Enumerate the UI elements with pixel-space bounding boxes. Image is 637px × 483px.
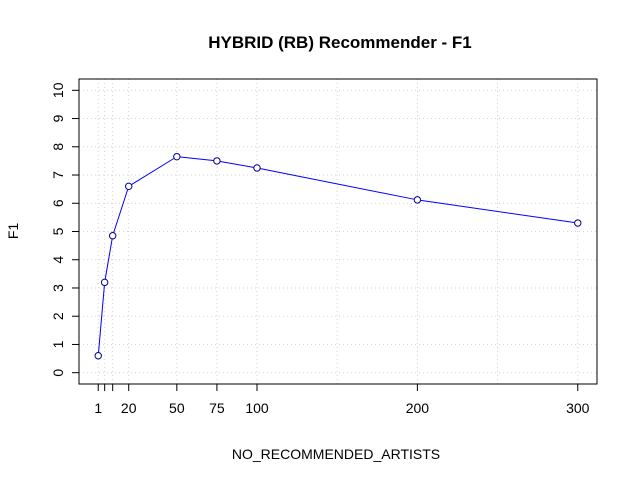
data-point (94, 352, 102, 360)
data-point (574, 219, 582, 227)
axes: 1 20 50 75 100 200 300 0 1 2 3 4 5 6 7 8 9 10 (50, 78, 598, 416)
data-point (125, 182, 133, 191)
series (94, 152, 582, 360)
x-tick-label: 100 (245, 400, 269, 416)
y-tick-label: 4 (50, 256, 66, 264)
y-tick-label: 1 (50, 340, 66, 348)
x-tick-label: 300 (566, 400, 590, 416)
series-line-segment (131, 158, 175, 185)
chart-title: HYBRID (RB) Recommender - F1 (208, 33, 472, 52)
y-tick-label: 10 (50, 82, 66, 98)
data-point (100, 278, 109, 287)
data-point (173, 152, 181, 161)
x-tick-label: 200 (406, 400, 430, 416)
x-tick-label: 50 (169, 400, 185, 416)
y-axis-label: F1 (5, 223, 21, 240)
data-point (413, 196, 422, 204)
y-tick-label: 7 (50, 171, 66, 179)
y-tick-label: 9 (50, 114, 66, 122)
series-line-segment (180, 156, 214, 162)
data-point (108, 232, 117, 240)
y-tick-label: 2 (50, 312, 66, 320)
grid (79, 79, 597, 384)
series-line-segment (220, 161, 254, 168)
series-line-segment (420, 199, 575, 224)
series-line-segment (113, 189, 129, 233)
x-axis-label: NO_RECOMMENDED_ARTISTS (232, 446, 440, 462)
y-tick-label: 5 (50, 227, 66, 235)
x-tick-label: 20 (121, 400, 137, 416)
series-line-segment (104, 239, 113, 279)
y-tick-label: 8 (50, 143, 66, 151)
y-tick-label: 0 (50, 369, 66, 377)
data-point (253, 164, 261, 172)
y-tick-label: 6 (50, 199, 66, 207)
data-point (213, 157, 221, 165)
x-tick-label: 1 (94, 400, 102, 416)
series-line-segment (260, 168, 415, 200)
y-tick-label: 3 (50, 284, 66, 292)
x-tick-label: 75 (209, 400, 225, 416)
series-line-segment (98, 285, 105, 353)
